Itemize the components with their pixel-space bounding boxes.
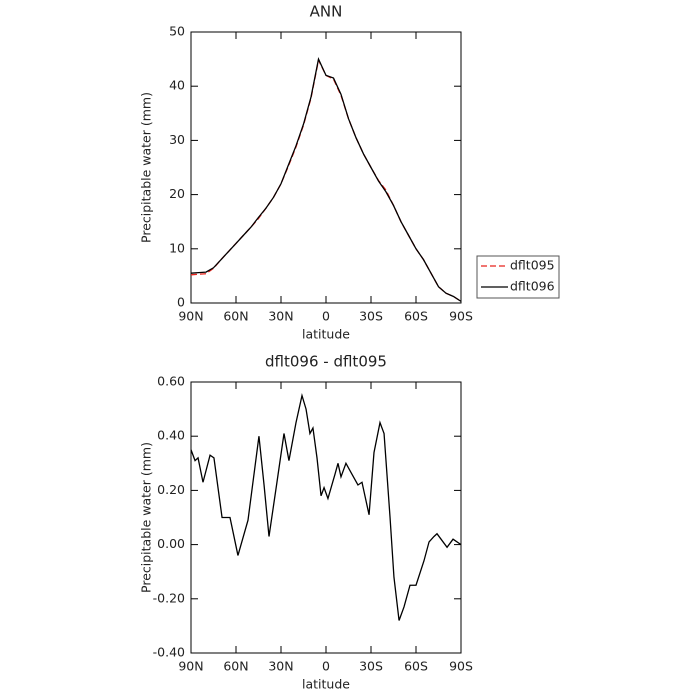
y-tick-label: 0.00 bbox=[157, 536, 185, 551]
y-tick-label: 0.20 bbox=[157, 482, 185, 497]
y-tick-label: 0.40 bbox=[157, 428, 185, 443]
legend-label: dflt096 bbox=[510, 279, 555, 294]
x-tick-label: 60N bbox=[223, 659, 248, 674]
y-tick-label: 50 bbox=[169, 24, 185, 39]
y-tick-label: 0 bbox=[177, 295, 185, 310]
legend-box bbox=[476, 255, 560, 299]
data-line bbox=[190, 58, 462, 302]
y-tick-label: 30 bbox=[169, 132, 185, 147]
y-tick-label: 40 bbox=[169, 78, 185, 93]
x-tick-label: 30N bbox=[268, 659, 293, 674]
plot-frame bbox=[190, 381, 462, 654]
x-axis-label: latitude bbox=[302, 677, 350, 692]
y-tick-label: 0.60 bbox=[157, 374, 185, 389]
x-tick-label: 30S bbox=[359, 309, 383, 324]
x-tick-label: 60S bbox=[404, 659, 428, 674]
y-axis-label: Precipitable water (mm) bbox=[139, 442, 154, 593]
x-tick-label: 60N bbox=[223, 309, 248, 324]
x-tick-label: 30S bbox=[359, 659, 383, 674]
plot-frame bbox=[190, 31, 462, 304]
x-tick-label: 90N bbox=[178, 659, 203, 674]
chart-title: ANN bbox=[310, 3, 343, 21]
y-axis-label: Precipitable water (mm) bbox=[139, 92, 154, 243]
x-tick-label: 90N bbox=[178, 309, 203, 324]
data-line bbox=[190, 57, 462, 302]
y-tick-label: 20 bbox=[169, 186, 185, 201]
x-tick-label: 0 bbox=[322, 659, 330, 674]
x-tick-label: 90S bbox=[449, 309, 473, 324]
x-tick-label: 30N bbox=[268, 309, 293, 324]
data-line bbox=[190, 392, 462, 621]
y-tick-label: -0.40 bbox=[153, 645, 185, 660]
chart-title: dflt096 - dflt095 bbox=[265, 353, 387, 371]
y-tick-label: -0.20 bbox=[153, 590, 185, 605]
x-tick-label: 60S bbox=[404, 309, 428, 324]
x-tick-label: 90S bbox=[449, 659, 473, 674]
legend-label: dflt095 bbox=[510, 258, 555, 273]
x-axis-label: latitude bbox=[302, 327, 350, 342]
y-tick-label: 10 bbox=[169, 240, 185, 255]
x-tick-label: 0 bbox=[322, 309, 330, 324]
